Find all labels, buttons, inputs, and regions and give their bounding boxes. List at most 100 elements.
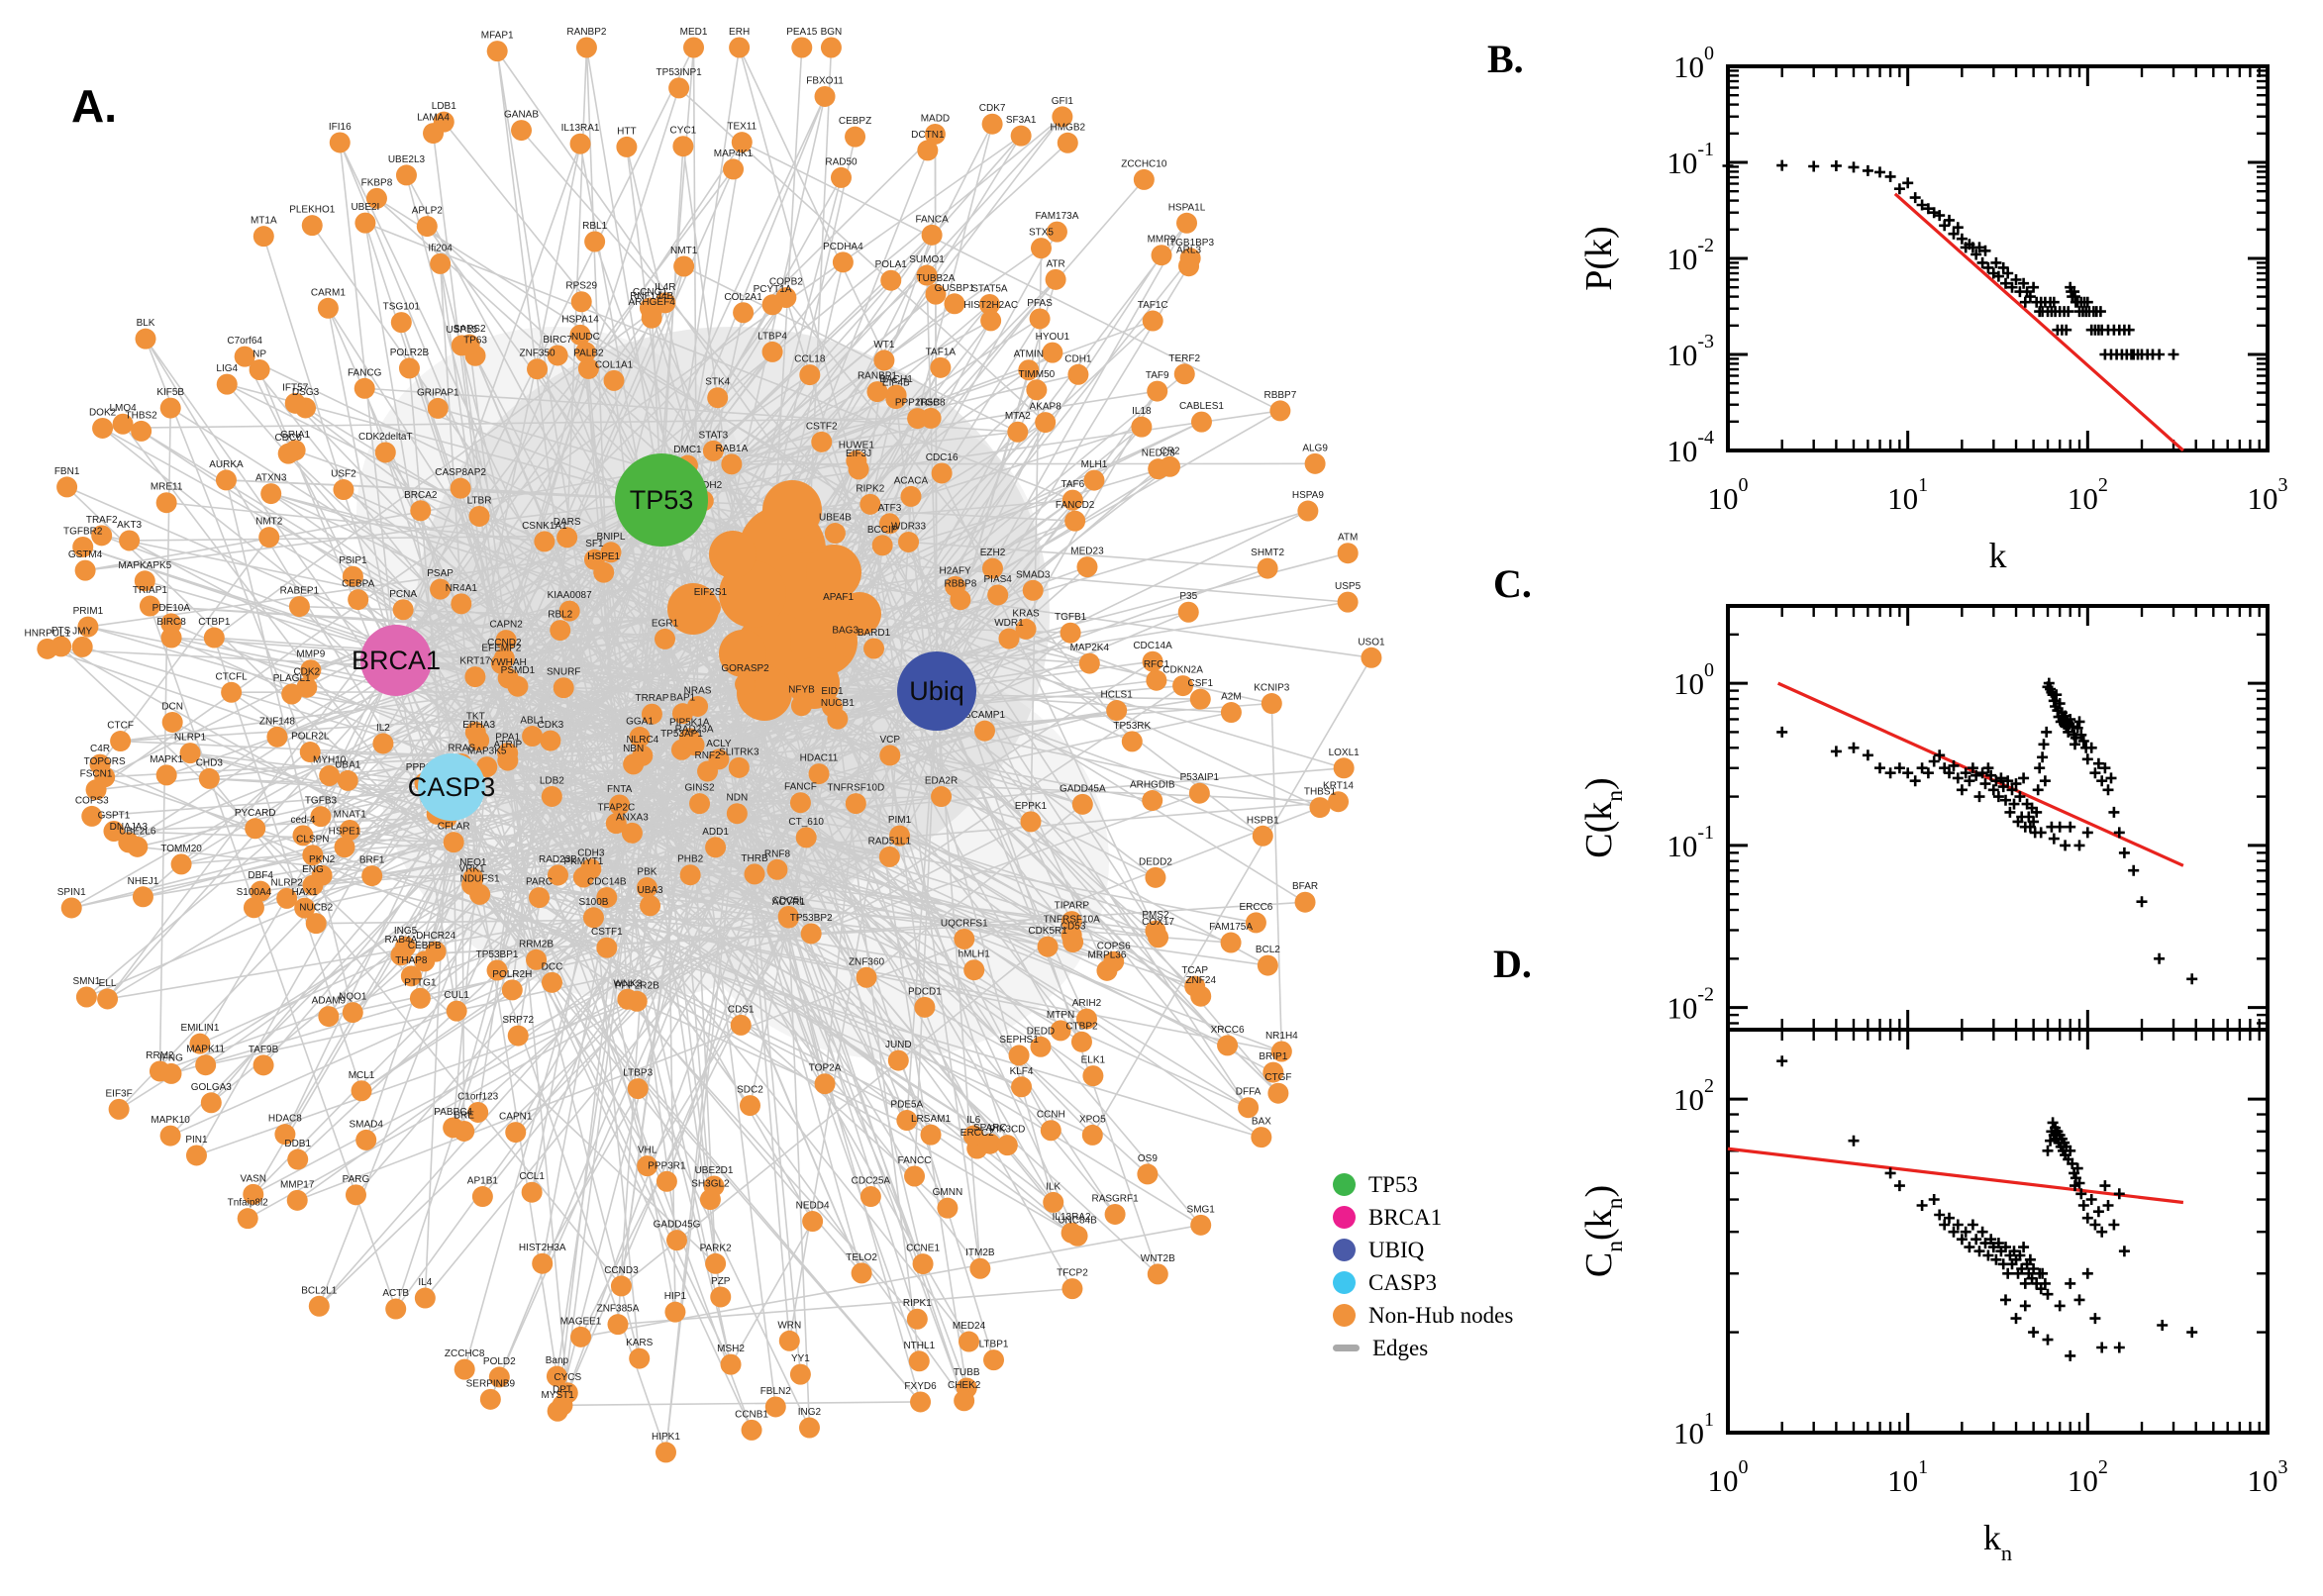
network-node xyxy=(702,440,724,461)
network-node xyxy=(1252,825,1273,847)
node-label: TKT xyxy=(466,711,485,722)
network-node xyxy=(761,341,783,362)
network-node xyxy=(1142,650,1163,672)
legend-item-ubiq: UBIQ xyxy=(1333,1234,1513,1266)
network-node xyxy=(979,1133,1001,1154)
node-label: CYCS xyxy=(554,1372,581,1383)
node-label: RAD23B xyxy=(539,854,577,865)
network-node xyxy=(954,928,975,949)
node-label: MADD xyxy=(921,113,950,124)
node-label: PARC xyxy=(526,877,553,888)
network-node xyxy=(1151,245,1172,266)
network-node xyxy=(85,779,107,801)
node-label: GMNN xyxy=(933,1187,963,1198)
node-label: IL6 xyxy=(966,1115,980,1126)
network-node xyxy=(1011,1076,1033,1098)
network-node xyxy=(526,948,548,970)
node-label: PIN1 xyxy=(185,1135,208,1146)
node-label: NUCB2 xyxy=(299,903,333,914)
node-label: CTBP2 xyxy=(1065,1021,1098,1032)
node-label: TRIAP1 xyxy=(133,585,167,596)
network-node xyxy=(425,941,447,962)
node-label: PSAP xyxy=(427,568,454,579)
network-node xyxy=(522,726,544,748)
node-label: PKN2 xyxy=(309,854,336,865)
network-node xyxy=(987,584,1009,606)
node-label: COL2A1 xyxy=(724,292,762,303)
node-label: DPT xyxy=(553,1384,572,1395)
network-node xyxy=(1022,579,1044,601)
network-node xyxy=(1147,1263,1168,1285)
node-label: KRAS xyxy=(1012,608,1040,619)
node-label: EDA2R xyxy=(925,776,958,787)
network-node xyxy=(310,806,332,828)
network-node xyxy=(301,215,323,237)
node-label: CFLAR xyxy=(438,822,470,833)
node-label: BRCA2 xyxy=(404,490,438,501)
node-label: IL13RA2 xyxy=(1053,1212,1091,1223)
network-node xyxy=(471,1186,493,1208)
network-node xyxy=(917,140,939,161)
node-label: FANCG xyxy=(348,367,382,378)
network-node xyxy=(416,216,438,238)
network-node xyxy=(799,364,821,386)
network-node xyxy=(486,41,508,62)
network-node xyxy=(1137,1163,1159,1185)
node-label: EZH2 xyxy=(980,548,1006,558)
network-node xyxy=(1067,363,1089,385)
network-node xyxy=(1294,891,1316,913)
node-label: AKT3 xyxy=(117,520,142,531)
node-label: CDC5L xyxy=(772,895,805,906)
node-label: MAPKAPK5 xyxy=(118,560,171,571)
legend-label: Edges xyxy=(1372,1336,1429,1360)
network-node xyxy=(830,166,852,188)
network-node xyxy=(258,527,280,549)
node-label: SMAD4 xyxy=(349,1119,383,1130)
node-label: VASN xyxy=(241,1173,267,1184)
network-node xyxy=(1172,675,1194,697)
network-node xyxy=(1040,1120,1061,1142)
network-node xyxy=(92,417,114,439)
network-node xyxy=(617,988,639,1010)
network-node xyxy=(430,578,452,600)
network-node xyxy=(603,369,625,391)
node-label: RBBP7 xyxy=(1263,390,1296,401)
legend-item-casp3: CASP3 xyxy=(1333,1266,1513,1299)
node-label: MED23 xyxy=(1070,547,1104,557)
node-label: VRK1 xyxy=(459,864,486,875)
network-node xyxy=(266,726,288,748)
node-label: WDR33 xyxy=(891,521,926,532)
network-node xyxy=(160,613,182,635)
node-label: UBE2L3 xyxy=(388,154,426,165)
network-node xyxy=(1057,132,1078,153)
network-node xyxy=(395,164,417,186)
node-label: ZNF350 xyxy=(519,349,556,359)
node-label: C4R xyxy=(90,744,110,754)
fit-line xyxy=(1893,192,2184,452)
network-node xyxy=(390,945,412,966)
node-label: SHMT2 xyxy=(1251,548,1284,558)
network-node xyxy=(1045,268,1066,290)
node-label: PBK xyxy=(637,867,656,878)
node-label: PMS2 xyxy=(1142,910,1169,921)
node-label: FXYD6 xyxy=(904,1381,937,1392)
node-label: GADD45G xyxy=(654,1220,701,1231)
node-label: GFI1 xyxy=(1052,96,1074,107)
node-label: CAPN1 xyxy=(499,1112,533,1123)
node-label: HTT xyxy=(617,126,636,137)
network-node xyxy=(1190,1214,1212,1236)
network-node xyxy=(629,726,651,748)
node-label: ANXA3 xyxy=(616,812,649,823)
network-node xyxy=(553,677,574,699)
node-label: CABLES1 xyxy=(1179,401,1224,412)
node-label: S100B xyxy=(578,897,608,908)
network-node xyxy=(400,965,422,987)
network-node xyxy=(655,292,676,314)
node-label: TP53INP1 xyxy=(656,67,703,78)
network-node xyxy=(741,1419,762,1441)
network-node xyxy=(446,1000,467,1022)
network-node xyxy=(593,561,615,583)
node-label: ARHGDIB xyxy=(1130,780,1175,791)
network-node xyxy=(540,730,561,751)
network-node xyxy=(317,297,339,319)
